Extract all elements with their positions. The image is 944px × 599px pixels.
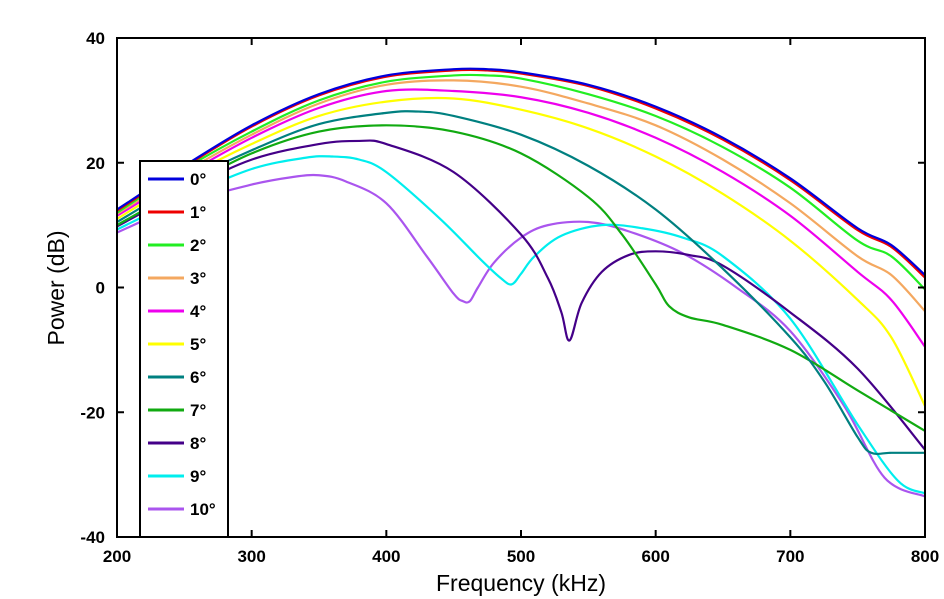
legend-label-8: 8° bbox=[190, 434, 206, 453]
y-tick-label-4: 40 bbox=[86, 29, 105, 48]
y-tick-label-0: -40 bbox=[80, 528, 105, 547]
axes-frame bbox=[116, 37, 926, 538]
legend-label-0: 0° bbox=[190, 170, 206, 189]
series-line-1 bbox=[117, 68, 925, 279]
x-tick-label-1: 300 bbox=[237, 547, 265, 566]
x-tick-label-3: 500 bbox=[507, 547, 535, 566]
legend-label-6: 6° bbox=[190, 368, 206, 387]
legend-label-2: 2° bbox=[190, 236, 206, 255]
legend-box bbox=[139, 160, 229, 538]
y-axis-label: Power (dB) bbox=[43, 230, 69, 345]
y-tick-label-2: 0 bbox=[96, 279, 105, 298]
x-tick-label-5: 700 bbox=[776, 547, 804, 566]
series-line-8 bbox=[117, 139, 925, 451]
axis-ticks bbox=[116, 37, 926, 538]
series-line-0 bbox=[117, 67, 925, 277]
x-tick-label-2: 400 bbox=[372, 547, 400, 566]
tick-labels: 200 300 400 500 600 700 800 -40 -20 0 20 40 bbox=[80, 29, 939, 566]
series-line-5 bbox=[117, 96, 925, 408]
x-axis-label: Frequency (kHz) bbox=[436, 570, 606, 596]
legend-label-3: 3° bbox=[190, 269, 206, 288]
x-tick-label-0: 200 bbox=[103, 547, 131, 566]
x-tick-label-6: 800 bbox=[911, 547, 939, 566]
legend-label-7: 7° bbox=[190, 401, 206, 420]
series-line-10 bbox=[117, 173, 925, 498]
legend-label-10: 10° bbox=[190, 500, 216, 519]
series-line-7 bbox=[117, 124, 925, 433]
series-line-2 bbox=[117, 73, 925, 291]
y-tick-label-1: -20 bbox=[80, 403, 105, 422]
x-tick-label-4: 600 bbox=[641, 547, 669, 566]
series-line-6 bbox=[117, 110, 925, 456]
legend: 0° 1° 2° 3° 4° 5° 6° 7° 8° 9° 10° bbox=[139, 160, 229, 538]
legend-label-4: 4° bbox=[190, 302, 206, 321]
legend-label-5: 5° bbox=[190, 335, 206, 354]
legend-label-9: 9° bbox=[190, 467, 206, 486]
plot-lines bbox=[117, 67, 925, 498]
legend-label-1: 1° bbox=[190, 203, 206, 222]
series-line-3 bbox=[117, 79, 925, 313]
y-tick-label-3: 20 bbox=[86, 154, 105, 173]
series-line-4 bbox=[117, 88, 925, 348]
series-line-9 bbox=[117, 155, 925, 495]
